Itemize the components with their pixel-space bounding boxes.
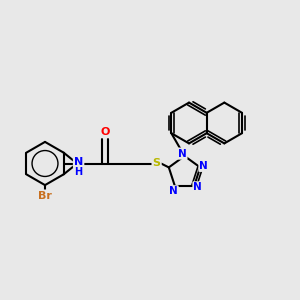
Text: N: N bbox=[169, 186, 178, 196]
Text: N: N bbox=[200, 161, 208, 171]
Text: N: N bbox=[178, 148, 187, 159]
Text: O: O bbox=[100, 127, 110, 137]
Text: N: N bbox=[194, 182, 202, 192]
Text: Br: Br bbox=[38, 190, 52, 201]
Text: S: S bbox=[153, 158, 160, 169]
Text: H: H bbox=[74, 167, 83, 177]
Text: N: N bbox=[74, 157, 83, 167]
